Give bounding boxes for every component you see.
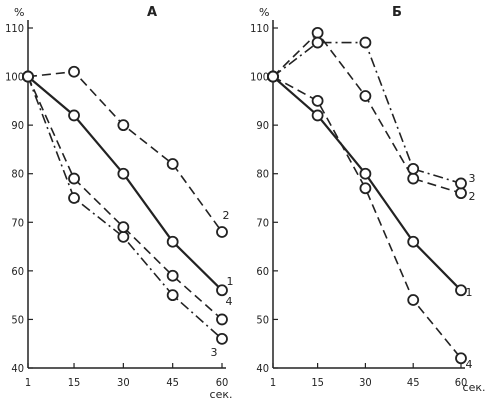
data-point <box>267 70 279 83</box>
data-point <box>455 352 467 365</box>
data-point <box>407 172 420 185</box>
series-label-3: 3 <box>211 346 218 359</box>
y-tick-label: 90 <box>256 119 269 132</box>
series-3: 3 <box>22 70 228 359</box>
data-point <box>166 158 179 170</box>
y-tick-label: 60 <box>256 265 269 278</box>
series-4: 4 <box>267 70 473 371</box>
data-point <box>216 284 228 297</box>
series-label-3: 3 <box>469 172 476 185</box>
x-tick-label: 1 <box>25 376 31 389</box>
data-point <box>455 284 467 297</box>
series-2: 2 <box>22 65 230 238</box>
series-label-2: 2 <box>469 190 476 203</box>
data-point <box>407 235 420 248</box>
panel-label: А <box>147 5 157 20</box>
y-axis-unit: % <box>259 6 269 19</box>
series-line-4 <box>27 76 223 320</box>
data-point <box>22 70 34 83</box>
x-tick-label: 45 <box>166 376 179 389</box>
data-point <box>359 167 372 180</box>
data-point <box>359 90 372 102</box>
series-2: 2 <box>267 26 476 203</box>
chart-panel-1: 40 50 60 70 80 90 100 110 1 15 30 45 60% сек. А 1 2 3 4 <box>5 5 233 401</box>
y-tick-label: 60 <box>11 265 24 278</box>
series-1: 1 <box>22 70 234 297</box>
series-label-1: 1 <box>227 275 234 288</box>
series-label-1: 1 <box>466 286 473 299</box>
y-tick-label: 100 <box>250 71 269 84</box>
y-tick-label: 110 <box>5 22 24 35</box>
y-tick-label: 70 <box>256 216 269 229</box>
data-point <box>166 289 179 302</box>
data-point <box>311 94 324 107</box>
x-tick-label: 30 <box>359 376 372 389</box>
series-3: 3 <box>267 36 476 190</box>
y-tick-label: 70 <box>11 216 24 229</box>
y-tick-label: 80 <box>256 168 269 181</box>
data-point <box>117 221 130 234</box>
y-tick-label: 50 <box>256 313 269 326</box>
x-axis-unit: сек. <box>210 388 233 401</box>
x-tick-label: 1 <box>270 376 276 389</box>
data-point <box>407 162 420 175</box>
data-point <box>311 109 324 122</box>
series-line-3 <box>272 41 462 185</box>
series-4: 4 <box>22 70 233 326</box>
y-tick-label: 90 <box>11 119 24 132</box>
data-point <box>166 235 179 248</box>
data-point <box>216 332 228 345</box>
data-point <box>359 36 372 49</box>
data-point <box>166 269 179 282</box>
data-point <box>311 26 324 39</box>
data-point <box>216 313 228 326</box>
y-tick-label: 40 <box>11 362 24 375</box>
series-label-4: 4 <box>226 295 233 308</box>
data-point <box>68 172 80 185</box>
x-tick-label: 30 <box>117 376 130 389</box>
x-tick-label: 45 <box>407 376 420 389</box>
data-point <box>359 182 372 195</box>
y-tick-label: 100 <box>5 71 24 84</box>
data-point <box>407 294 420 306</box>
series-line-1 <box>27 75 223 292</box>
y-tick-label: 40 <box>256 362 269 375</box>
panel-label: Б <box>392 5 402 20</box>
x-tick-label: 15 <box>311 376 324 389</box>
series-label-4: 4 <box>466 358 473 371</box>
series-line-3 <box>27 76 223 340</box>
x-tick-label: 60 <box>216 376 229 389</box>
data-point <box>117 230 130 243</box>
data-point <box>68 109 80 122</box>
x-tick-label: 60 <box>455 376 468 389</box>
data-point <box>455 187 467 200</box>
y-tick-label: 80 <box>11 168 24 181</box>
data-point <box>68 192 80 204</box>
series-line-4 <box>272 75 462 359</box>
x-axis-unit: сек. <box>463 381 486 394</box>
data-point <box>68 65 80 78</box>
y-tick-label: 110 <box>250 22 269 35</box>
data-point <box>216 226 228 238</box>
data-point <box>311 36 324 49</box>
x-tick-label: 15 <box>68 376 81 389</box>
series-label-2: 2 <box>223 209 230 222</box>
y-tick-label: 50 <box>11 313 24 326</box>
y-axis-unit: % <box>14 6 24 19</box>
data-point <box>455 177 467 190</box>
data-point <box>117 167 130 180</box>
data-point <box>117 119 130 132</box>
chart-panel-2: 40 50 60 70 80 90 100 110 1 15 30 45 60% сек. Б 1 2 3 4 <box>250 5 485 394</box>
